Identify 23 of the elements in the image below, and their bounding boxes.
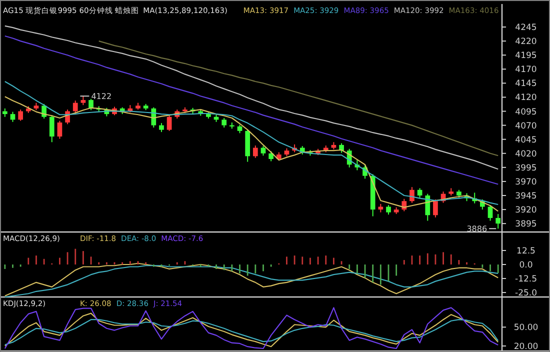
annotation: 3886 (466, 224, 488, 234)
ytick: 4170 (515, 65, 537, 76)
ytick: 4145 (515, 79, 537, 90)
ytick: 3945 (515, 192, 537, 202)
ytick: 3995 (515, 163, 537, 174)
ytick: 4120 (515, 93, 537, 104)
ytick: 4220 (515, 37, 537, 48)
annotation: 4122 (91, 92, 112, 102)
ytick: 4045 (515, 135, 537, 146)
ytick: 4245 (515, 23, 537, 34)
ytick: -25.0 (515, 288, 537, 299)
ytick: 3920 (515, 206, 537, 216)
ytick: 3970 (515, 177, 537, 188)
ytick: 50.00 (514, 323, 538, 334)
ytick: 4195 (515, 51, 537, 62)
ytick: 3895 (515, 220, 537, 230)
ytick: 0.0 (519, 260, 533, 270)
ytick: -12.5 (515, 274, 537, 284)
ytick: 4020 (515, 149, 537, 160)
ytick: 20.00 (514, 342, 538, 352)
ytick: 12.5 (516, 246, 536, 256)
ytick: 4095 (515, 107, 537, 118)
ytick: 4070 (515, 121, 537, 132)
